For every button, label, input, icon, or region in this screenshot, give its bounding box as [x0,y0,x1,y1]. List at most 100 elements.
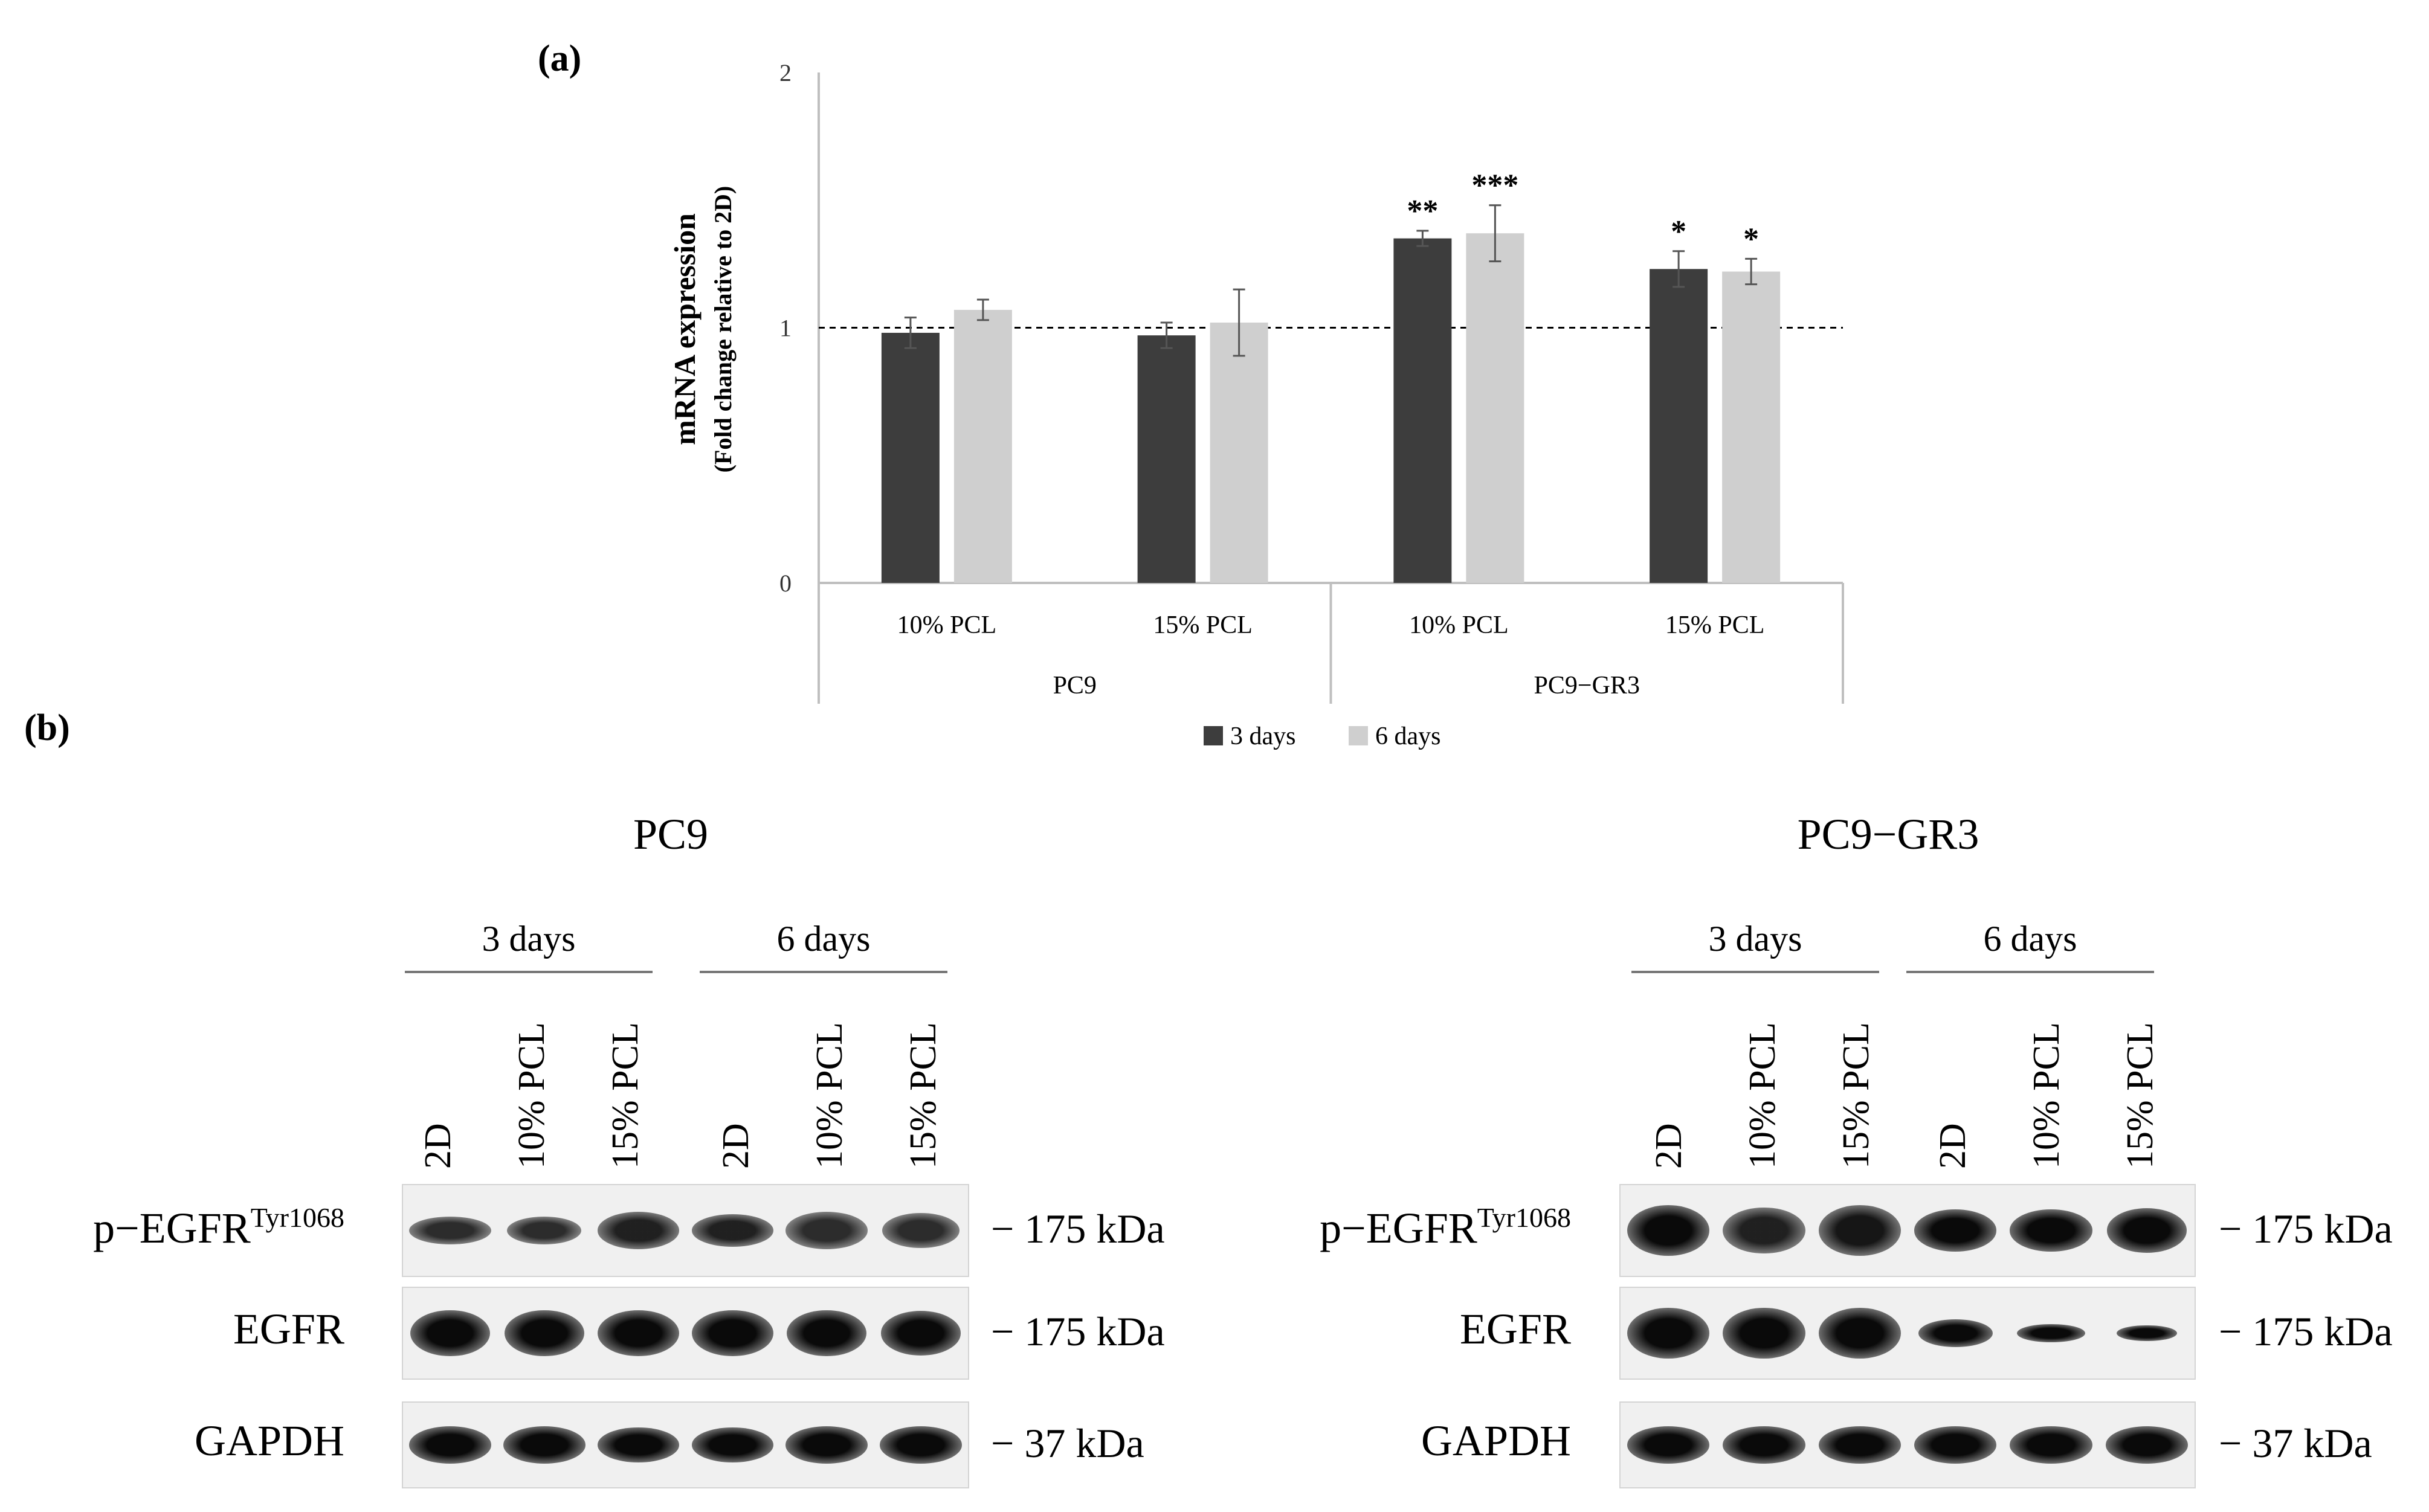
lane-label: 10% PCL [809,1022,850,1169]
blot-band [882,1213,960,1248]
blot-band [1818,1205,1901,1256]
blot-title: PC9 [633,810,709,858]
blot-row-label: EGFR [1257,1304,1571,1354]
blot-band [409,1216,491,1245]
molecular-weight-marker: − 37 kDa [991,1420,1144,1466]
legend-swatch [1349,726,1368,745]
blot-band [409,1426,491,1464]
blot-band [787,1310,867,1357]
lane-label: 10% PCL [1742,1022,1783,1169]
bar [1393,238,1452,583]
lane-label: 2D [1648,1123,1689,1169]
blot-row-label: GAPDH [30,1416,344,1466]
lane-label: 2D [418,1123,459,1169]
blot-row-label: GAPDH [1257,1416,1571,1466]
blot-band [2105,1426,2188,1464]
blot-band [785,1212,868,1249]
time-group-header: 6 days [1906,918,2154,973]
blot-band [1723,1426,1805,1464]
time-group-rule [700,971,947,973]
blot-row-label: p−EGFRTyr1068 [30,1202,344,1253]
blot-band [1918,1319,1993,1348]
bar [881,332,940,583]
blot-band [2116,1325,2177,1342]
y-axis-label: mRNA expression [668,213,702,445]
panel-b-label: (b) [24,707,70,748]
lane-label: 15% PCL [1836,1022,1877,1169]
time-group-label: 6 days [1983,919,2077,959]
phospho-site: Tyr1068 [1477,1202,1571,1233]
blot-row-label: EGFR [30,1304,344,1354]
blot-band [2010,1426,2092,1464]
lane-label: 10% PCL [2026,1022,2067,1169]
legend-swatch [1204,726,1223,745]
lane-label: 10% PCL [511,1022,552,1169]
blot-row-label: p−EGFRTyr1068 [1257,1202,1571,1253]
bar [1650,269,1708,583]
x-category-label: 15% PCL [1153,611,1253,639]
lane-label: 2D [1932,1123,1973,1169]
y-axis-sublabel: (Fold change relative to 2D) [709,186,737,473]
blot-band [1723,1207,1805,1254]
time-group-label: 3 days [1708,919,1802,959]
protein-name: GAPDH [194,1417,344,1465]
blot-band [1627,1426,1710,1464]
significance-marker: * [1671,214,1686,249]
legend-label: 3 days [1230,722,1296,750]
blot-strip [402,1184,969,1277]
bar [1210,323,1268,583]
blot-band [2016,1324,2086,1343]
time-group-rule [1906,971,2154,973]
molecular-weight-marker: − 175 kDa [2219,1206,2393,1252]
blot-band [1818,1307,1901,1359]
x-category-label: 10% PCL [897,611,997,639]
lane-label: 2D [715,1123,756,1169]
x-category-label: 15% PCL [1665,611,1765,639]
panel-a-label: (a) [538,38,582,79]
x-group-label: PC9 [1053,672,1097,700]
blot-band [881,1311,961,1356]
molecular-weight-marker: − 175 kDa [2219,1308,2393,1354]
significance-marker: *** [1471,169,1518,203]
blot-strip [1619,1184,2196,1277]
y-tick-label: 0 [779,570,792,597]
blot-band [785,1426,868,1464]
blot-band [597,1310,680,1357]
blot-band [1818,1426,1901,1464]
y-tick-label: 2 [779,59,792,86]
blot-strip [402,1401,969,1488]
protein-name: p−EGFR [1320,1204,1477,1252]
blot-title: PC9−GR3 [1797,810,1979,858]
time-group-header: 3 days [405,918,653,973]
protein-name: EGFR [233,1305,344,1353]
significance-marker: ** [1407,194,1438,228]
bar [1466,233,1524,583]
x-category-label: 10% PCL [1409,611,1509,639]
x-group-label: PC9−GR3 [1534,672,1640,700]
time-group-rule [1631,971,1879,973]
time-group-header: 3 days [1631,918,1879,973]
molecular-weight-marker: − 175 kDa [991,1206,1165,1252]
blot-band [597,1212,680,1249]
blot-band [2010,1209,2092,1252]
bar [1722,271,1781,583]
blot-band [2106,1208,2187,1253]
blot-strip [1619,1287,2196,1380]
blot-band [1627,1205,1710,1256]
blot-band [504,1310,584,1357]
blot-band [691,1214,774,1247]
time-group-header: 6 days [700,918,947,973]
protein-name: GAPDH [1421,1417,1571,1465]
blot-band [1723,1307,1805,1359]
molecular-weight-marker: − 37 kDa [2219,1420,2372,1466]
protein-name: p−EGFR [93,1204,251,1252]
blot-band [597,1427,680,1462]
blot-strip [402,1287,969,1380]
blot-strip [1619,1401,2196,1488]
molecular-weight-marker: − 175 kDa [991,1308,1165,1354]
bar [1137,335,1196,583]
blot-band [1627,1307,1710,1359]
lane-label: 15% PCL [903,1022,944,1169]
blot-band [1914,1209,1997,1252]
blot-band [691,1310,774,1357]
